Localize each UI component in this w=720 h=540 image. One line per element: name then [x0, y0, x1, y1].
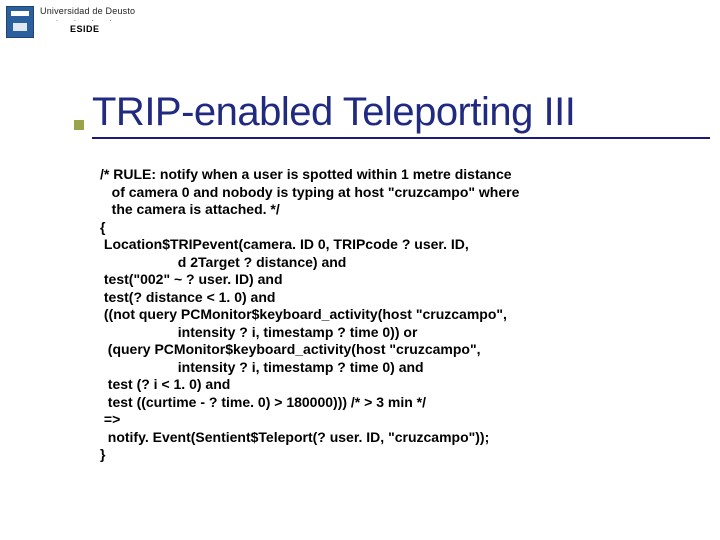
code-line: test ((curtime - ? time. 0) > 180000))) … — [100, 394, 426, 410]
code-line: /* RULE: notify when a user is spotted w… — [100, 166, 512, 182]
code-line: intensity ? i, timestamp ? time 0)) or — [100, 324, 417, 340]
title-bullet-icon — [74, 120, 84, 130]
logo-text-block: Universidad de Deusto . . . . ESIDE — [40, 6, 135, 34]
slide: Universidad de Deusto . . . . ESIDE TRIP… — [0, 0, 720, 540]
logo-dots: . . . . — [56, 16, 135, 24]
code-line: => — [100, 411, 120, 427]
code-line: test("002" ~ ? user. ID) and — [100, 271, 283, 287]
code-block: /* RULE: notify when a user is spotted w… — [100, 166, 708, 464]
code-line: notify. Event(Sentient$Teleport(? user. … — [100, 429, 489, 445]
code-line: { — [100, 219, 105, 235]
department-name: ESIDE — [70, 24, 135, 34]
code-line: intensity ? i, timestamp ? time 0) and — [100, 359, 424, 375]
code-line: (query PCMonitor$keyboard_activity(host … — [100, 341, 480, 357]
code-line: test (? i < 1. 0) and — [100, 376, 230, 392]
code-line: } — [100, 446, 105, 462]
code-line: Location$TRIPevent(camera. ID 0, TRIPcod… — [100, 236, 469, 252]
title-bar: TRIP-enabled Teleporting III — [92, 90, 710, 139]
shield-icon — [6, 6, 34, 38]
code-line: the camera is attached. */ — [100, 201, 280, 217]
code-line: test(? distance < 1. 0) and — [100, 289, 275, 305]
logo-area: Universidad de Deusto . . . . ESIDE — [6, 6, 135, 38]
code-line: d 2Target ? distance) and — [100, 254, 346, 270]
page-title: TRIP-enabled Teleporting III — [92, 90, 710, 135]
university-name: Universidad de Deusto — [40, 6, 135, 16]
code-line: of camera 0 and nobody is typing at host… — [100, 184, 519, 200]
code-line: ((not query PCMonitor$keyboard_activity(… — [100, 306, 507, 322]
